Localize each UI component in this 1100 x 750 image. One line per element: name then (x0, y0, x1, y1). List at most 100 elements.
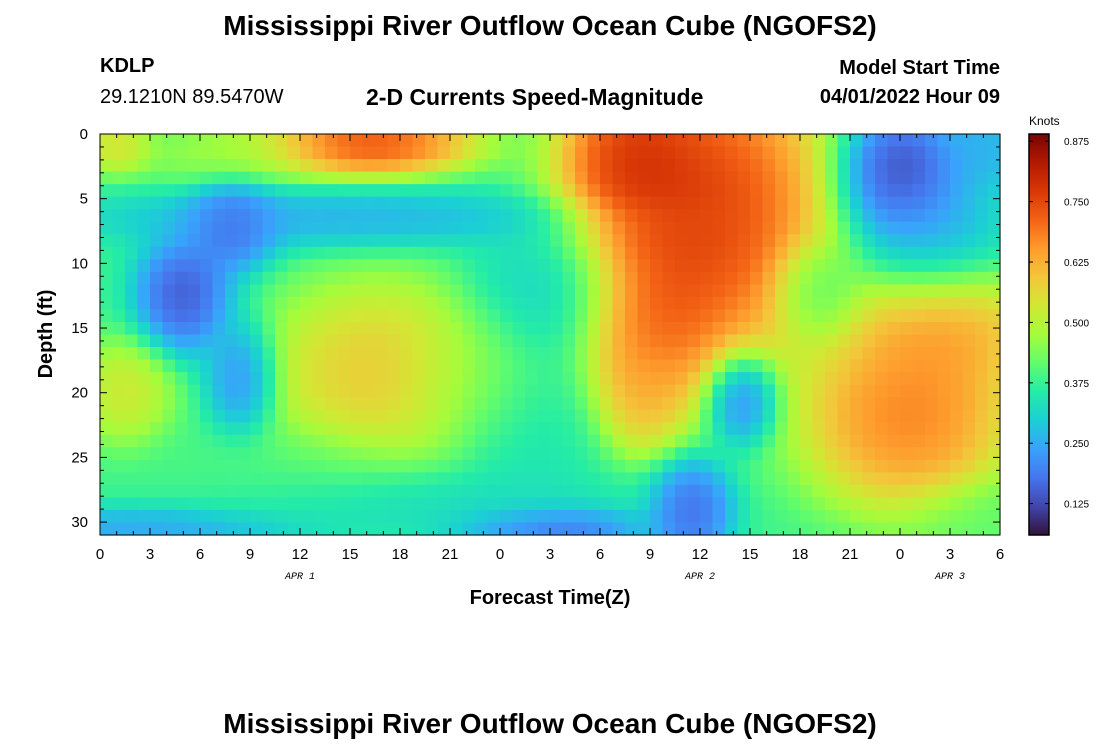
heatmap-cell (662, 509, 676, 524)
heatmap-cell (625, 409, 639, 423)
heatmap-cell (800, 334, 814, 348)
heatmap-cell (812, 159, 826, 173)
heatmap-cell (462, 522, 476, 536)
heatmap-cell (662, 296, 676, 311)
heatmap-cell (362, 472, 376, 486)
heatmap-cell (462, 296, 476, 311)
heatmap-cell (937, 271, 951, 285)
heatmap-cell (450, 422, 464, 436)
heatmap-cell (937, 359, 951, 373)
heatmap-cell (987, 372, 1001, 386)
heatmap-cell (212, 271, 226, 285)
heatmap-cell (212, 284, 226, 298)
heatmap-cell (875, 434, 889, 448)
heatmap-cell (300, 522, 314, 536)
heatmap-cell (425, 134, 439, 148)
heatmap-cell (275, 522, 289, 536)
heatmap-cell (225, 422, 239, 436)
heatmap-cell (600, 171, 614, 185)
heatmap-cell (712, 196, 726, 210)
heatmap-cell (862, 196, 876, 210)
heatmap-cell (125, 497, 139, 511)
heatmap-cell (625, 221, 639, 235)
heatmap-cell (625, 284, 639, 298)
heatmap-cell (450, 497, 464, 511)
heatmap-cell (362, 522, 376, 536)
heatmap-cell (312, 472, 326, 486)
heatmap-cell (925, 434, 939, 448)
heatmap-cell (962, 509, 976, 524)
heatmap-cell (350, 184, 364, 198)
heatmap-cell (762, 196, 776, 210)
heatmap-cell (562, 522, 576, 536)
heatmap-cell (300, 221, 314, 235)
heatmap-cell (550, 509, 564, 524)
heatmap-cell (775, 184, 789, 198)
heatmap-cell (400, 522, 414, 536)
heatmap-cell (475, 296, 489, 311)
heatmap-cell (350, 522, 364, 536)
heatmap-cell (187, 296, 201, 311)
heatmap-cell (250, 434, 264, 448)
heatmap-cell (562, 509, 576, 524)
heatmap-cell (262, 159, 276, 173)
x-tick-label: 6 (996, 546, 1004, 563)
heatmap-cell (412, 422, 426, 436)
heatmap-cell (462, 497, 476, 511)
heatmap-cell (200, 296, 214, 311)
heatmap-cell (800, 409, 814, 423)
heatmap-cell (100, 246, 114, 260)
heatmap-cell (525, 497, 539, 511)
heatmap-cell (287, 459, 301, 473)
heatmap-cell (262, 409, 276, 423)
heatmap-cell (575, 509, 589, 524)
heatmap-cell (162, 347, 176, 361)
heatmap-cell (275, 221, 289, 235)
heatmap-cell (850, 284, 864, 298)
heatmap-cell (125, 134, 139, 148)
heatmap-cell (525, 522, 539, 536)
heatmap-cell (112, 434, 126, 448)
heatmap-cell (100, 447, 114, 461)
heatmap-cell (275, 347, 289, 361)
heatmap-cell (800, 447, 814, 461)
heatmap-cell (225, 384, 239, 398)
heatmap-cell (600, 397, 614, 411)
heatmap-cell (600, 434, 614, 448)
heatmap-cell (950, 359, 964, 373)
heatmap-cell (912, 409, 926, 423)
heatmap-cell (250, 397, 264, 411)
heatmap-cell (812, 246, 826, 260)
heatmap-cell (362, 134, 376, 148)
heatmap-cell (675, 259, 689, 273)
heatmap-cell (150, 334, 164, 348)
heatmap-cell (987, 171, 1001, 185)
heatmap-cell (125, 459, 139, 473)
heatmap-cell (700, 321, 714, 336)
heatmap-cell (500, 134, 514, 148)
heatmap-cell (350, 459, 364, 473)
heatmap-cell (825, 296, 839, 311)
heatmap-cell (375, 472, 389, 486)
heatmap-cell (575, 334, 589, 348)
heatmap-cell (275, 271, 289, 285)
heatmap-cell (550, 234, 564, 248)
heatmap-cell (812, 422, 826, 436)
heatmap-cell (962, 321, 976, 336)
heatmap-cell (387, 159, 401, 173)
heatmap-cell (875, 472, 889, 486)
heatmap-cell (712, 221, 726, 235)
heatmap-cell (700, 484, 714, 499)
heatmap-cell (975, 347, 989, 361)
heatmap-cell (800, 234, 814, 248)
heatmap-cell (937, 384, 951, 398)
heatmap-cell (750, 447, 764, 461)
heatmap-cell (200, 409, 214, 423)
heatmap-cell (875, 184, 889, 198)
heatmap-cell (150, 159, 164, 173)
heatmap-cell (800, 146, 814, 160)
heatmap-cell (125, 484, 139, 499)
heatmap-cell (262, 509, 276, 524)
heatmap-cell (550, 459, 564, 473)
heatmap-cell (625, 146, 639, 160)
